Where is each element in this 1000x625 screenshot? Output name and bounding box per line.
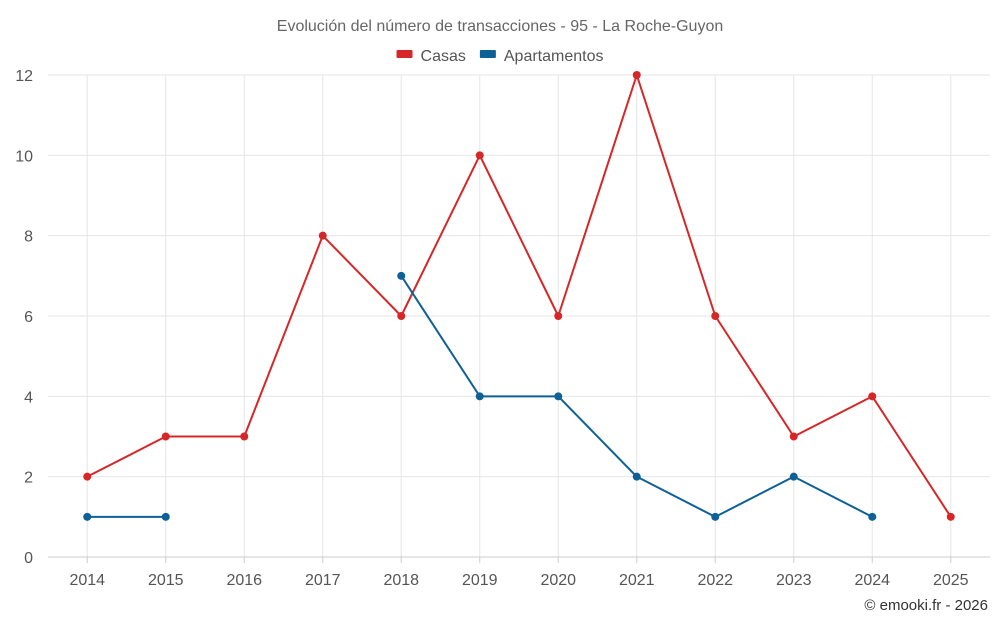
credit-text: © emooki.fr - 2026 (864, 597, 988, 614)
data-point[interactable] (789, 432, 798, 441)
legend-swatch[interactable] (396, 50, 413, 58)
y-tick-label: 4 (24, 389, 33, 406)
y-tick-label: 6 (24, 309, 33, 326)
legend-swatch[interactable] (479, 50, 496, 58)
data-point[interactable] (397, 271, 406, 280)
y-tick-label: 2 (24, 470, 33, 487)
data-point[interactable] (318, 231, 327, 240)
data-point[interactable] (161, 432, 170, 441)
data-point[interactable] (789, 472, 798, 481)
data-point[interactable] (161, 512, 170, 521)
x-tick-label: 2020 (540, 572, 576, 589)
x-tick-label: 2021 (619, 572, 655, 589)
data-point[interactable] (397, 312, 406, 320)
y-tick-label: 0 (24, 550, 33, 567)
x-axis: 2014 2015 2016 2017 2018 2019 2020 2021 2022 2023… (48, 556, 990, 589)
y-tick-label: 8 (24, 229, 33, 246)
series-line (86, 74, 952, 518)
data-point[interactable] (475, 392, 484, 401)
y-tick-label: 12 (15, 68, 33, 85)
data-point[interactable] (632, 71, 641, 79)
y-axis: 0 2 4 6 8 10 12 (15, 68, 33, 567)
x-tick-label: 2019 (462, 572, 498, 589)
data-point[interactable] (554, 312, 563, 320)
series-layer (83, 71, 955, 521)
x-tick-label: 2025 (933, 572, 969, 589)
x-tick-label: 2017 (305, 572, 341, 589)
x-tick-label: 2024 (854, 572, 890, 589)
data-point[interactable] (711, 512, 720, 521)
x-tick-label: 2022 (697, 572, 733, 589)
data-point[interactable] (83, 512, 92, 521)
series-casas (83, 71, 955, 521)
data-point[interactable] (632, 472, 641, 481)
x-tick-label: 2014 (69, 572, 105, 589)
y-tick-label: 10 (15, 148, 33, 165)
legend-label[interactable]: Casas (421, 48, 466, 65)
data-point[interactable] (83, 472, 92, 481)
x-tick-label: 2016 (226, 572, 262, 589)
data-point[interactable] (868, 392, 877, 401)
legend-label[interactable]: Apartamentos (504, 48, 604, 65)
chart-title: Evolución del número de transacciones - … (277, 18, 723, 35)
data-point[interactable] (475, 151, 484, 160)
grid (48, 74, 990, 557)
series-apartamentos (83, 271, 877, 521)
data-point[interactable] (240, 432, 249, 441)
data-point[interactable] (554, 392, 563, 401)
data-point[interactable] (868, 512, 877, 521)
data-point[interactable] (946, 512, 955, 521)
x-tick-label: 2015 (148, 572, 184, 589)
x-tick-label: 2018 (383, 572, 419, 589)
data-point[interactable] (711, 312, 720, 320)
legend[interactable]: Casas Apartamentos (396, 48, 604, 65)
x-tick-label: 2023 (776, 572, 812, 589)
